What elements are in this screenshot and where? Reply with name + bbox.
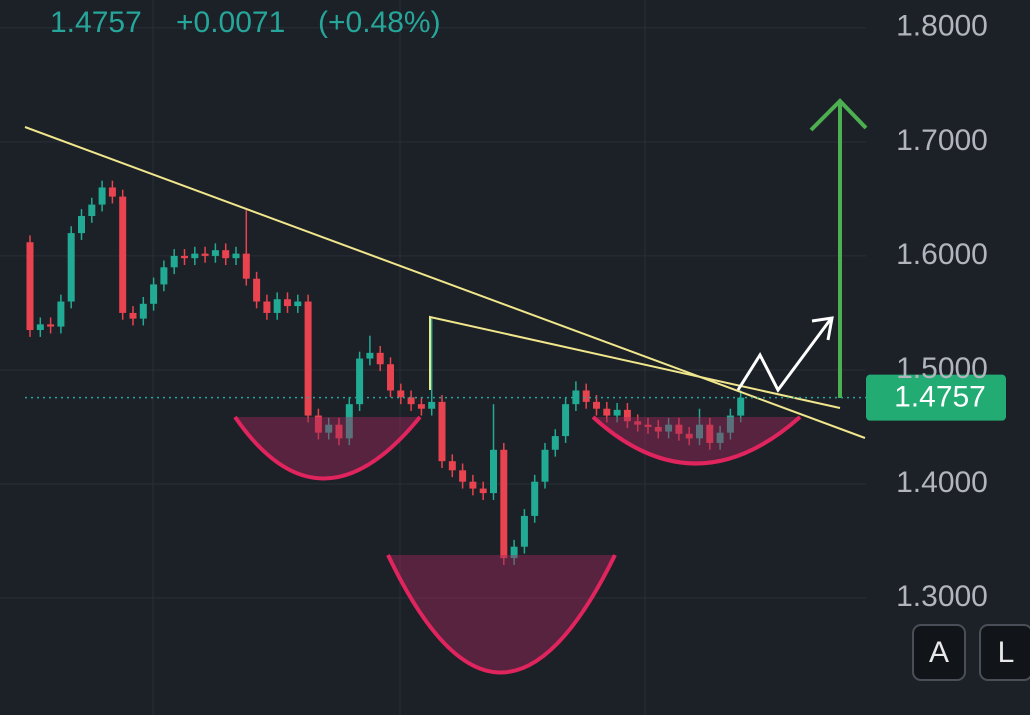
candle-body (356, 358, 364, 405)
candle-body (78, 215, 85, 234)
button[interactable] (979, 624, 1030, 681)
candle-body (232, 253, 240, 259)
y-tick-label: 1.4000 (896, 466, 988, 499)
candle-body (211, 250, 219, 256)
projection-head (811, 316, 834, 341)
candle-body (541, 449, 549, 482)
candle-body (603, 408, 611, 416)
candle-body (428, 401, 436, 409)
candle-body (201, 253, 209, 256)
candle-body (623, 409, 631, 422)
candle-body (139, 303, 147, 319)
candle-body (294, 301, 302, 307)
candle-body (572, 390, 580, 405)
candle-body (448, 461, 456, 471)
candle-body (459, 470, 467, 482)
trendline (24, 126, 866, 439)
candle-body (263, 301, 271, 313)
candle-body (242, 253, 250, 279)
button-label[interactable]: A (929, 636, 949, 669)
candle-body (67, 233, 75, 302)
candle-body (397, 390, 405, 398)
candle-body (531, 481, 539, 516)
candle-body (469, 481, 477, 489)
candle-body (150, 284, 158, 304)
candle-body (366, 352, 374, 359)
candle-body (36, 324, 44, 331)
candle-body (57, 301, 65, 327)
candle-body (129, 312, 137, 319)
candle-body (562, 404, 570, 437)
candle-body (644, 424, 652, 427)
candle-body (253, 278, 261, 302)
button[interactable] (912, 624, 966, 681)
candle-body (98, 187, 106, 205)
candles (26, 180, 745, 565)
button-label[interactable]: L (998, 636, 1015, 669)
candle-body (170, 255, 178, 268)
header-change: +0.0071 (176, 6, 285, 39)
candle-body (26, 242, 34, 331)
y-tick-label: 1.5000 (896, 352, 988, 385)
candle-body (510, 546, 518, 559)
candle-body (304, 301, 312, 416)
candle-body (417, 404, 425, 409)
candle-body (407, 397, 415, 405)
candle-body (181, 255, 188, 259)
price-label: 1.4757 (894, 381, 986, 414)
candle-body (438, 401, 446, 462)
candle-body (335, 424, 343, 439)
candle-body (706, 424, 714, 443)
candle-body (273, 299, 281, 313)
candle-body (520, 515, 528, 547)
candle-body (191, 253, 199, 259)
candle-body (345, 404, 353, 439)
left-shoulder (233, 415, 422, 481)
annotations (24, 98, 868, 675)
candle-body (387, 364, 394, 391)
head (386, 554, 617, 675)
candle-body (88, 204, 96, 216)
candle-body (551, 436, 559, 450)
header-price: 1.4757 (50, 6, 142, 39)
candle-body (737, 397, 745, 416)
candle-body (47, 324, 55, 327)
candle-body (696, 424, 703, 439)
candle-body (726, 415, 734, 433)
candle-body (685, 433, 693, 439)
y-tick-label: 1.3000 (896, 580, 988, 613)
right-shoulder (591, 415, 802, 466)
candle-body (160, 267, 168, 285)
candle-body (376, 352, 384, 365)
y-tick-label: 1.7000 (896, 124, 988, 157)
candle-body (582, 390, 590, 402)
candle-body (108, 187, 116, 197)
candle-body (716, 432, 724, 443)
candle-body (593, 401, 600, 409)
projection (736, 319, 832, 393)
candle-body (675, 424, 683, 434)
candle-body (325, 424, 333, 433)
candle-body (119, 196, 127, 313)
candle-body (665, 424, 673, 432)
price-box (866, 374, 1006, 421)
candle-body (314, 415, 322, 433)
candle-body (654, 426, 662, 432)
candle-body (222, 250, 230, 259)
grid (0, 27, 866, 599)
y-tick-label: 1.6000 (896, 238, 988, 271)
neckline (429, 315, 841, 409)
candle-body (500, 449, 508, 559)
header-change-pct: (+0.48%) (318, 6, 441, 39)
candle-body (490, 449, 497, 494)
candle-body (613, 409, 621, 416)
candle-body (634, 421, 642, 425)
candle-body (479, 488, 487, 494)
y-tick-label: 1.8000 (896, 10, 988, 43)
target-arrow-head (809, 98, 868, 132)
candle-body (284, 299, 291, 307)
